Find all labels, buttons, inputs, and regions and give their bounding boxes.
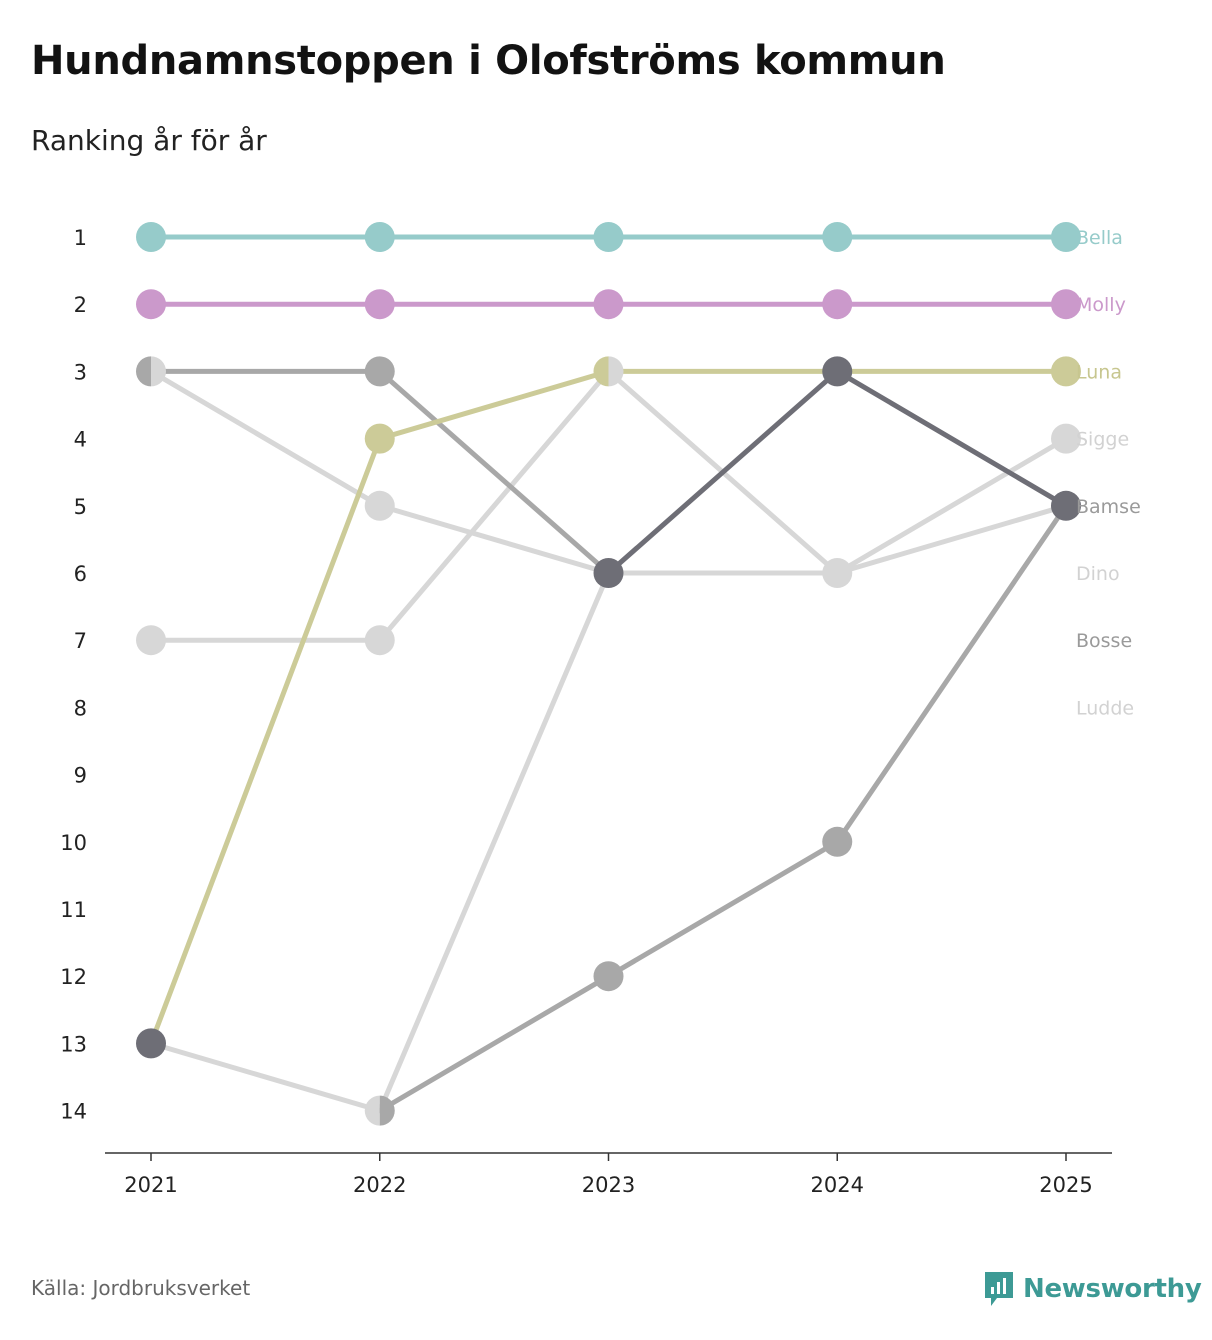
end-label-bamse: Bamse: [1076, 496, 1141, 518]
end-label-molly: Molly: [1076, 294, 1126, 316]
data-point: [136, 222, 166, 252]
y-tick-label: 2: [74, 293, 87, 317]
x-axis-ticks: 2021 2022 2023 2024 2025: [124, 1153, 1093, 1197]
end-label-bosse: Bosse: [1076, 630, 1132, 652]
data-point: [364, 423, 395, 454]
y-tick-label: 8: [74, 696, 87, 720]
data-point-half: [364, 1095, 380, 1126]
chart-subtitle: Ranking år för år: [31, 124, 267, 157]
series-line-dino: [377, 570, 611, 1114]
series-line-sigge: [148, 368, 383, 509]
series-line-bamse: [606, 368, 840, 576]
series-line-bosse: [377, 973, 611, 1114]
end-label-ludde: Ludde: [1076, 697, 1134, 719]
data-point: [593, 289, 624, 320]
x-tick-label: 2022: [353, 1173, 406, 1197]
series-line-sigge: [834, 436, 1069, 576]
series-line-bosse: [377, 368, 611, 576]
data-point: [593, 222, 624, 252]
y-tick-label: 12: [60, 965, 87, 989]
data-point: [1051, 490, 1081, 521]
data-point: [364, 289, 395, 320]
data-point-half: [136, 356, 151, 387]
newsworthy-logo-icon: [985, 1272, 1013, 1306]
data-point-half: [608, 356, 624, 387]
data-point: [136, 1028, 166, 1059]
data-point: [364, 356, 395, 387]
data-point: [136, 625, 166, 656]
series-line-bamse: [834, 368, 1069, 509]
data-point: [364, 222, 395, 252]
end-label-bella: Bella: [1076, 227, 1123, 249]
y-tick-label: 7: [74, 629, 87, 653]
series-line-dino: [148, 1040, 383, 1114]
brand-name: Newsworthy: [1023, 1274, 1202, 1304]
y-tick-label: 14: [60, 1100, 87, 1124]
series-line-sigge: [377, 368, 611, 643]
chart-title: Hundnamnstoppen i Olofströms kommun: [31, 38, 946, 84]
data-point: [822, 222, 853, 252]
series-dots: [136, 222, 1081, 1126]
data-point: [593, 558, 624, 588]
y-tick-label: 5: [74, 495, 87, 519]
data-point: [593, 961, 624, 992]
end-labels: Bella Molly Luna Sigge Bamse Dino Bosse Ludde: [1076, 227, 1141, 719]
series-line-luna: [377, 368, 611, 442]
x-tick-label: 2023: [582, 1173, 635, 1197]
series-line-sigge: [377, 503, 611, 576]
data-point-half: [151, 356, 167, 387]
series-line-sigge: [834, 503, 1069, 576]
data-point: [1051, 222, 1081, 252]
brand-logo: Newsworthy: [983, 1270, 1202, 1308]
y-tick-label: 1: [74, 226, 87, 250]
series-lines: [148, 234, 1069, 1114]
y-tick-label: 3: [74, 360, 87, 384]
data-point: [822, 356, 853, 387]
x-tick-label: 2024: [811, 1173, 864, 1197]
data-point: [1051, 289, 1081, 320]
data-point: [822, 558, 853, 588]
end-label-luna: Luna: [1076, 361, 1122, 383]
y-tick-label: 6: [74, 562, 87, 586]
series-line-bosse: [834, 503, 1069, 845]
data-point: [136, 289, 166, 320]
data-point: [822, 289, 853, 320]
x-tick-label: 2025: [1039, 1173, 1092, 1197]
series-line-luna: [148, 436, 383, 1046]
x-tick-label: 2021: [124, 1173, 177, 1197]
y-tick-label: 4: [74, 428, 87, 452]
data-point: [1051, 356, 1081, 387]
data-point-half: [379, 1095, 395, 1126]
data-point: [364, 625, 395, 656]
data-point: [1051, 423, 1081, 454]
end-label-dino: Dino: [1076, 563, 1120, 585]
y-tick-label: 9: [74, 764, 87, 788]
y-tick-label: 10: [60, 831, 87, 855]
y-tick-label: 11: [60, 898, 87, 922]
y-tick-label: 13: [60, 1032, 87, 1056]
data-point-half: [593, 356, 609, 387]
data-point: [364, 490, 395, 521]
series-line-bosse: [606, 839, 840, 979]
end-label-sigge: Sigge: [1076, 429, 1129, 451]
data-point: [822, 826, 853, 857]
source-note: Källa: Jordbruksverket: [31, 1276, 251, 1300]
